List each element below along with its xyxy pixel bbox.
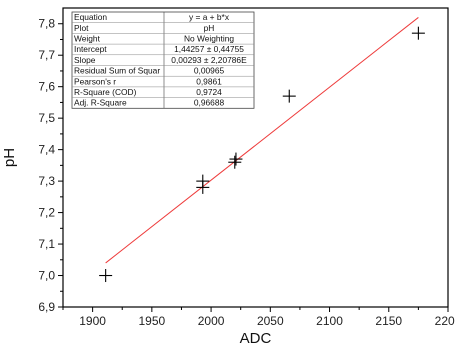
stats-row-label: Plot xyxy=(74,23,89,33)
y-axis-title: pH xyxy=(1,148,18,167)
stats-row-label: Intercept xyxy=(74,44,107,54)
x-tick-label: 1950 xyxy=(138,314,165,328)
x-tick-label: 2150 xyxy=(375,314,402,328)
stats-row-label: Adj. R-Square xyxy=(74,98,127,108)
data-point xyxy=(228,155,242,169)
data-point xyxy=(282,89,296,103)
stats-row-value: 0,00965 xyxy=(194,66,225,76)
x-axis-title: ADC xyxy=(240,330,272,347)
y-tick-label: 7,6 xyxy=(38,80,55,94)
x-tick-label: 2050 xyxy=(257,314,284,328)
stats-row-value: 0,9861 xyxy=(196,76,222,86)
data-point xyxy=(229,152,243,166)
x-tick-label: 1900 xyxy=(79,314,106,328)
data-point xyxy=(411,26,425,40)
x-tick-label: 2200 xyxy=(435,314,455,328)
stats-row-value: 0,9724 xyxy=(196,87,222,97)
data-point xyxy=(196,174,210,188)
stats-row-value: 1,44257 ± 0,44755 xyxy=(174,44,244,54)
stats-row-label: Slope xyxy=(74,55,96,65)
stats-row-value: 0,96688 xyxy=(194,98,225,108)
x-tick-label: 2000 xyxy=(198,314,225,328)
x-tick-label: 2100 xyxy=(316,314,343,328)
stats-row-value: 0,00293 ± 2,20786E xyxy=(171,55,247,65)
y-tick-label: 7,0 xyxy=(38,269,55,283)
data-point xyxy=(99,269,113,283)
y-tick-label: 7,1 xyxy=(38,237,55,251)
stats-row-label: Equation xyxy=(74,12,107,22)
y-tick-label: 7,7 xyxy=(38,48,55,62)
stats-row-value: y = a + b*x xyxy=(189,12,230,22)
y-tick-label: 6,9 xyxy=(38,300,55,314)
stats-row-label: Weight xyxy=(74,34,101,44)
y-tick-label: 7,3 xyxy=(38,174,55,188)
stats-row-label: Residual Sum of Squar xyxy=(74,66,160,76)
stats-table-frame xyxy=(71,11,255,109)
fit-statistics-table: Equation y = a + b*x Plot pH Weight No Weight… xyxy=(71,11,255,109)
y-tick-label: 7,2 xyxy=(38,206,55,220)
plot-area: 1900 1950 2000 2050 2100 2150 2200 6,9 7,0 7,1 7,2… xyxy=(38,7,455,328)
stats-row-label: R-Square (COD) xyxy=(74,87,137,97)
y-tick-label: 7,5 xyxy=(38,111,55,125)
y-tick-label: 7,8 xyxy=(38,17,55,31)
stats-row-label: Pearson's r xyxy=(74,76,116,86)
stats-row-value: No Weighting xyxy=(184,34,234,44)
plot-frame xyxy=(62,7,449,308)
y-tick-label: 7,4 xyxy=(38,143,55,157)
linear-fit-line xyxy=(105,17,419,264)
stats-row-value: pH xyxy=(204,23,215,33)
